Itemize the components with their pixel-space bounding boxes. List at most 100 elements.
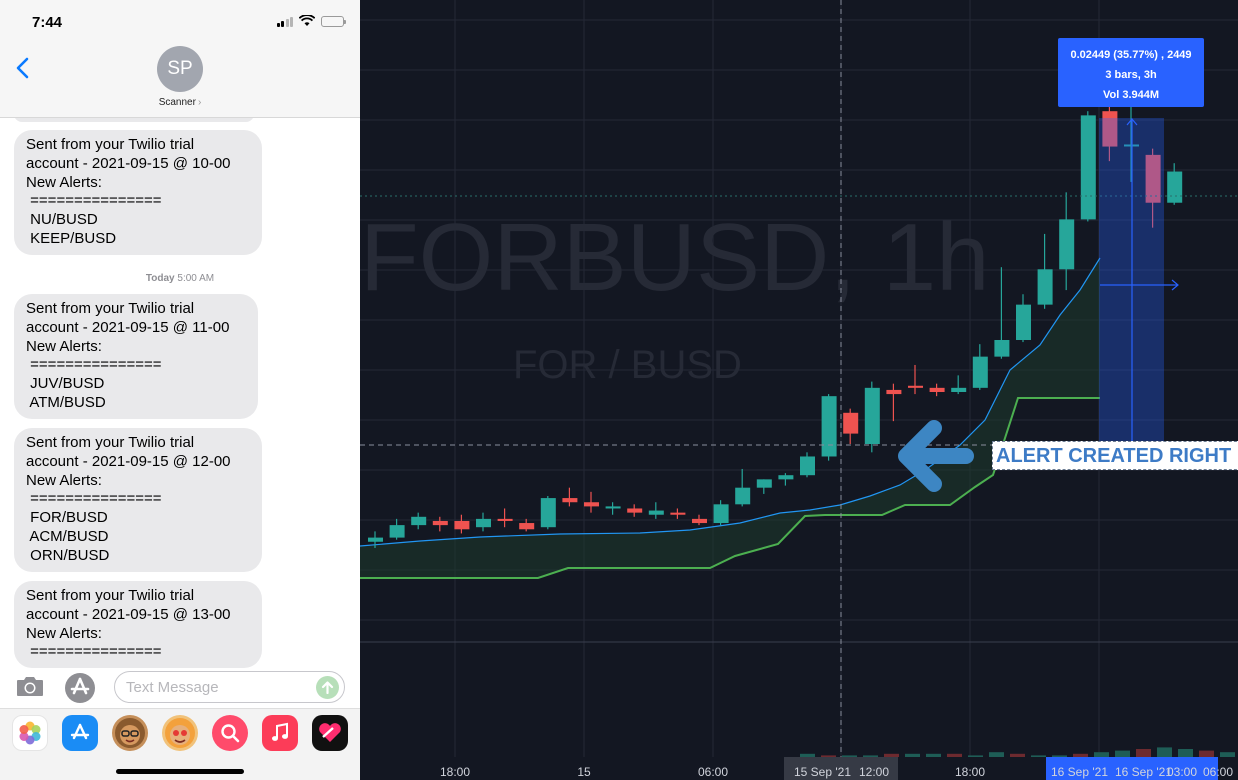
volume-bar <box>1115 750 1130 757</box>
candle-up <box>605 502 621 515</box>
candle-down <box>454 514 470 534</box>
candle-body <box>692 518 707 524</box>
memoji-2-icon[interactable] <box>162 715 198 751</box>
candle-down <box>692 514 707 526</box>
candle-body <box>886 389 902 395</box>
time-axis-label: 12:00 <box>859 765 889 779</box>
candle-up <box>864 381 880 453</box>
candle-down <box>562 487 578 507</box>
message-line: New Alerts: <box>26 173 102 191</box>
measure-time-highlight <box>1046 757 1218 780</box>
battery-icon <box>321 15 346 27</box>
message-line: account - 2021-09-15 @ 11-00 <box>26 318 230 336</box>
volume-bar <box>863 755 878 757</box>
messages-app: 7:44 SP Scanner › Sent from your Twilio t… <box>0 0 360 780</box>
candle-body <box>1037 269 1053 305</box>
candle-body <box>972 356 988 388</box>
home-indicator[interactable] <box>116 769 244 774</box>
candle-body <box>497 518 513 521</box>
candle-up <box>476 512 491 532</box>
volume-bar <box>926 753 941 757</box>
heart-icon <box>319 723 341 742</box>
message-line: Sent from your Twilio trial <box>26 136 195 153</box>
measure-arrowhead-right <box>1171 279 1179 291</box>
search-images-icon[interactable] <box>212 715 248 751</box>
symbol-watermark: FORBUSD, 1h <box>360 204 989 311</box>
camera-icon[interactable] <box>15 674 45 698</box>
contact-avatar[interactable]: SP <box>157 46 203 92</box>
candle-body <box>648 510 664 515</box>
contact-name-label: Scanner <box>158 97 196 108</box>
candle-up <box>756 479 772 494</box>
candle-body <box>929 387 945 392</box>
contact-name[interactable]: Scanner › <box>0 97 360 108</box>
candle-down <box>519 518 535 532</box>
time-axis-label: 16 Sep '21 <box>1115 765 1172 779</box>
candle-up <box>648 502 664 519</box>
candle-up <box>735 468 751 507</box>
message-line: =============== <box>26 643 162 661</box>
app-store-icon[interactable] <box>62 715 98 751</box>
candle-body <box>778 475 794 480</box>
time-axis-label: 16 Sep '21 <box>1051 765 1108 779</box>
cellular-signal-icon <box>276 16 293 27</box>
candle-up <box>951 375 967 395</box>
message-line: account - 2021-09-15 @ 12-00 <box>26 452 231 470</box>
candle-body <box>821 396 837 457</box>
message-line: KEEP/BUSD <box>26 229 117 247</box>
time-axis-label: 03:00 <box>1167 765 1197 779</box>
measure-arrowhead-up <box>1126 118 1138 126</box>
candlestick-chart[interactable]: FORBUSD, 1h FOR / BUSD 18:00 15 06:00 15 Se… <box>360 0 1238 780</box>
time-axis-label: 06:00 <box>1203 765 1233 779</box>
candle-down <box>584 491 599 513</box>
status-bar: 7:44 <box>0 0 360 44</box>
candle-up <box>1059 192 1075 291</box>
app-store-apps-icon[interactable] <box>64 672 96 704</box>
candle-body <box>1080 115 1096 220</box>
magnifier-icon <box>221 724 240 743</box>
candle-down <box>908 364 923 395</box>
digital-touch-icon[interactable] <box>312 715 348 751</box>
wifi-icon <box>299 15 315 26</box>
measure-tooltip: 0.02449 (35.77%) , 2449 3 bars, 3h Vol 3… <box>1058 38 1204 107</box>
candle-down <box>670 508 686 519</box>
message-input[interactable] <box>114 671 345 703</box>
volume-bar <box>947 753 962 757</box>
memoji-face-icon <box>115 718 145 748</box>
volume-bar <box>905 753 920 757</box>
candle-body <box>1167 171 1183 203</box>
candle-body <box>843 412 859 434</box>
time-axis: 18:00 15 06:00 15 Sep '21 12:00 18:00 16 Sep '… <box>360 757 1238 780</box>
price-chart-panel[interactable]: FORBUSD, 1h FOR / BUSD 18:00 15 06:00 15 Se… <box>360 0 1238 780</box>
message-line: ORN/BUSD <box>26 546 110 564</box>
candle-up <box>540 496 556 530</box>
time-axis-label: 18:00 <box>955 765 985 779</box>
candle-down <box>929 383 945 397</box>
back-chevron-icon[interactable] <box>12 56 34 80</box>
message-list[interactable]: Sent from your Twilio trial account - 20… <box>0 118 360 668</box>
volume-bar <box>1178 749 1193 757</box>
message-line: account - 2021-09-15 @ 10-00 <box>26 154 231 172</box>
candle-up <box>389 518 405 540</box>
photos-app-icon[interactable] <box>12 715 48 751</box>
volume-bar <box>1220 752 1235 757</box>
photos-flower-icon <box>19 721 41 745</box>
candle-body <box>756 479 772 488</box>
music-app-icon[interactable] <box>262 715 298 751</box>
candle-body <box>1145 154 1161 203</box>
measure-change: 0.02449 (35.77%) , 2449 <box>1070 49 1192 61</box>
message-line: Sent from your Twilio trial <box>26 300 195 317</box>
message-bubble: Sent from your Twilio trial account - 20… <box>14 581 262 668</box>
send-button[interactable] <box>316 676 339 699</box>
memoji-icon[interactable] <box>112 715 148 751</box>
cloud-fill <box>360 258 1100 578</box>
candle-up <box>368 531 383 548</box>
timestamp-day: Today <box>145 273 175 284</box>
candle-body <box>1102 111 1118 147</box>
volume-bar <box>1136 749 1151 757</box>
candle-body <box>735 487 751 505</box>
measure-volume: Vol 3.944M <box>1102 89 1160 101</box>
candle-body <box>908 385 923 388</box>
message-line: NU/BUSD <box>26 211 98 229</box>
message-bubble: Sent from your Twilio trial account - 20… <box>14 428 262 572</box>
